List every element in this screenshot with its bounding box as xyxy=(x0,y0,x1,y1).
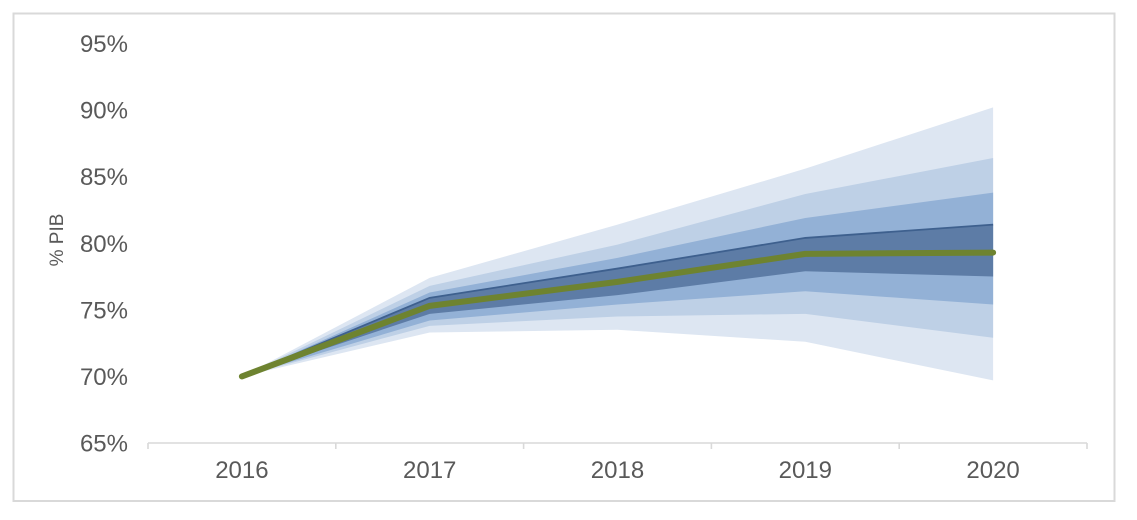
y-axis-title: % PIB xyxy=(47,214,68,267)
y-axis-tick-label: 80% xyxy=(80,231,128,258)
chart-border xyxy=(12,12,1116,502)
y-axis-tick-label: 85% xyxy=(80,164,128,191)
x-axis-tick-label: 2020 xyxy=(966,457,1019,484)
x-axis-tick-label: 2018 xyxy=(591,457,644,484)
y-axis-tick-label: 70% xyxy=(80,364,128,391)
y-axis-tick-label: 95% xyxy=(80,31,128,58)
x-axis xyxy=(147,442,1088,449)
x-axis-tick-label: 2017 xyxy=(403,457,456,484)
fan-bands xyxy=(241,107,994,381)
x-axis-tick-label: 2019 xyxy=(779,457,832,484)
y-axis-tick-label: 65% xyxy=(80,431,128,458)
y-axis-tick-labels: 95% 90% 85% 80% 75% 70% 65% xyxy=(80,31,128,458)
x-axis-tick-labels: 2016 2017 2018 2019 2020 xyxy=(215,457,1020,484)
y-axis-tick-label: 90% xyxy=(80,98,128,125)
x-axis-tick-label: 2016 xyxy=(215,457,268,484)
y-axis-tick-label: 75% xyxy=(80,297,128,324)
fan-band-inner-band xyxy=(241,224,994,377)
inner-band-upper-edge xyxy=(241,223,994,378)
central-projection-line xyxy=(238,249,997,380)
